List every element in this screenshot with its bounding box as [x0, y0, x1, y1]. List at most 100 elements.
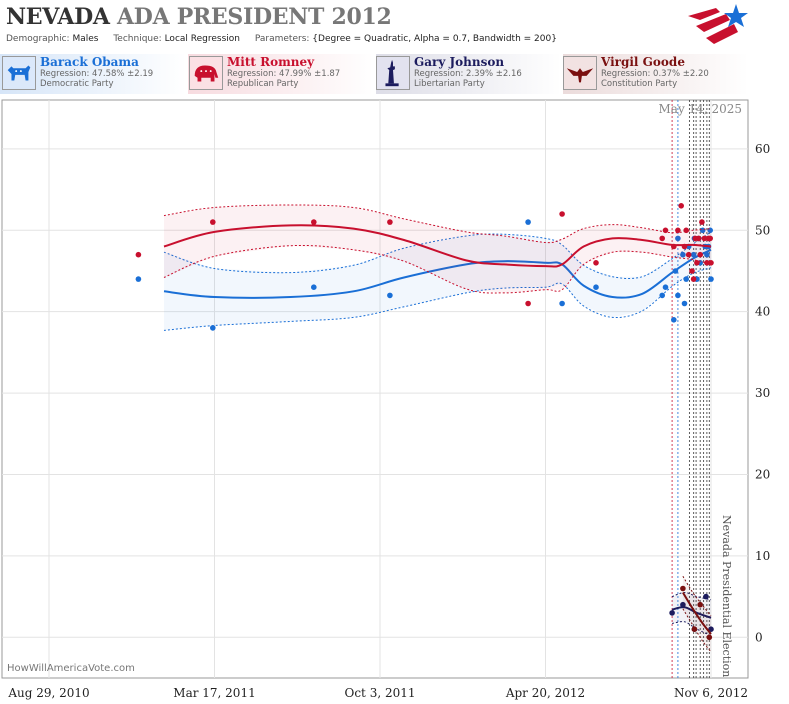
barack-obama-poll-point — [675, 235, 681, 242]
barack-obama-poll-point — [311, 284, 317, 290]
mitt-romney-poll-point — [387, 219, 393, 225]
page-title: NEVADA ADA PRESIDENT 2012 — [6, 4, 392, 30]
mitt-romney-poll-point — [311, 219, 317, 225]
watermark-text: HowWillAmericaVote.com — [7, 663, 135, 674]
mitt-romney-poll-point — [659, 235, 665, 242]
candidate-party: Democratic Party — [40, 79, 114, 89]
barack-obama-poll-point — [672, 268, 679, 274]
barack-obama-poll-point — [681, 300, 688, 307]
mitt-romney-poll-point — [662, 227, 669, 234]
barack-obama-poll-point — [675, 292, 681, 299]
barack-obama-trend-line — [163, 248, 712, 299]
mitt-romney-poll-point — [704, 260, 710, 266]
candidate-name: Barack Obama — [40, 55, 139, 69]
mitt-romney-poll-point — [708, 260, 714, 266]
candidate-party: Constitution Party — [601, 79, 678, 89]
parameters-line: Demographic: Males Technique: Local Regr… — [6, 34, 557, 44]
barack-obama-poll-point — [708, 276, 714, 282]
mitt-romney-poll-point — [210, 219, 216, 225]
x-tick-label: Nov 6, 2012 — [674, 686, 748, 700]
gary-johnson-poll-point — [669, 610, 675, 616]
mitt-romney-poll-point — [699, 219, 705, 225]
legend-item-romney: Mitt Romney Regression: 47.99% ±1.87 Rep… — [189, 54, 373, 94]
x-tick-label: Aug 29, 2010 — [7, 686, 89, 700]
candidate-party: Republican Party — [227, 79, 299, 89]
candidate-regression: Regression: 47.58% ±2.19 — [40, 69, 154, 79]
technique-value: Local Regression — [164, 34, 240, 44]
mitt-romney-poll-point — [525, 300, 531, 307]
candidate-regression: Regression: 0.37% ±2.20 — [601, 69, 709, 79]
candidate-name: Gary Johnson — [414, 55, 505, 69]
candidate-regression: Regression: 47.99% ±1.87 — [227, 69, 341, 79]
gary-johnson-lower-bound — [672, 621, 712, 637]
gary-johnson-upper-bound — [671, 591, 712, 601]
candidate-regression: Regression: 2.39% ±2.16 — [414, 69, 522, 79]
elephant-icon — [189, 56, 223, 90]
barack-obama-poll-point — [690, 251, 697, 258]
barack-obama-poll-point — [671, 317, 677, 323]
candidate-name: Virgil Goode — [601, 55, 685, 69]
barack-obama-lower-bound — [163, 267, 712, 331]
gary-johnson-trend-line — [671, 606, 712, 619]
barack-obama-poll-point — [210, 325, 216, 331]
site-logo-icon — [688, 4, 748, 44]
legend-item-obama: Barack Obama Regression: 47.58% ±2.19 De… — [2, 54, 186, 94]
y-tick-label: 50 — [755, 223, 770, 237]
virgil-goode-upper-bound — [682, 575, 712, 617]
technique-label: Technique: — [113, 34, 162, 44]
poll-chart: 0 10 20 30 40 50 60 Aug 29, 2010 Mar 17, 2011 Oct… — [1, 99, 770, 700]
barack-obama-poll-point — [659, 292, 665, 299]
mitt-romney-upper-bound — [163, 204, 712, 244]
eagle-icon — [563, 56, 597, 90]
gary-johnson-poll-point — [703, 593, 709, 600]
mitt-romney-poll-point — [701, 235, 708, 242]
y-tick-label: 10 — [755, 549, 770, 563]
demographic-label: Demographic: — [6, 34, 70, 44]
mitt-romney-poll-point — [559, 211, 565, 217]
mitt-romney-band — [164, 205, 711, 293]
candidate-party: Libertarian Party — [414, 79, 485, 89]
parameters-label: Parameters: — [254, 34, 310, 44]
mitt-romney-poll-point — [675, 227, 681, 234]
virgil-goode-poll-point — [697, 601, 703, 608]
barack-obama-poll-point — [135, 276, 142, 282]
election-label: Nevada Presidential Election — [720, 515, 733, 677]
mitt-romney-poll-point — [694, 260, 700, 266]
barack-obama-upper-bound — [163, 231, 712, 279]
x-tick-label: Oct 3, 2011 — [345, 686, 416, 700]
gary-johnson-poll-point — [708, 626, 714, 632]
virgil-goode-poll-point — [706, 634, 713, 641]
mitt-romney-poll-point — [707, 235, 713, 242]
mitt-romney-poll-point — [135, 251, 142, 258]
barack-obama-poll-point — [662, 284, 669, 290]
candidate-legend: Barack Obama Regression: 47.58% ±2.19 De… — [0, 54, 789, 94]
mitt-romney-poll-point — [681, 243, 688, 250]
virgil-goode-poll-point — [691, 626, 698, 632]
barack-obama-poll-point — [559, 300, 565, 307]
barack-obama-poll-point — [525, 219, 531, 225]
plot-frame — [1, 99, 749, 679]
mitt-romney-trend-line — [163, 224, 712, 268]
donkey-icon — [2, 56, 36, 90]
mitt-romney-lower-bound — [163, 244, 712, 294]
barack-obama-poll-point — [680, 251, 686, 258]
barack-obama-poll-point — [387, 292, 393, 299]
chart-date-label: May 14, 2025 — [659, 102, 742, 116]
mitt-romney-poll-point — [697, 251, 703, 258]
legend-item-goode: Virgil Goode Regression: 0.37% ±2.20 Con… — [563, 54, 747, 94]
gary-johnson-poll-point — [680, 601, 686, 608]
barack-obama-poll-point — [593, 284, 599, 290]
legend-item-johnson: Gary Johnson Regression: 2.39% ±2.16 Lib… — [376, 54, 560, 94]
mitt-romney-poll-point — [671, 243, 677, 250]
virgil-goode-trend-line — [682, 591, 712, 635]
y-tick-label: 60 — [755, 142, 770, 156]
virgil-goode-poll-point — [680, 585, 686, 592]
mitt-romney-poll-point — [593, 260, 599, 266]
parameters-value: {Degree = Quadratic, Alpha = 0.7, Bandwi… — [312, 34, 557, 44]
liberty-icon — [376, 56, 410, 90]
x-tick-label: Mar 17, 2011 — [173, 686, 255, 700]
candidate-name: Mitt Romney — [227, 55, 315, 69]
title-state: NEVADA — [6, 4, 110, 30]
mitt-romney-poll-point — [678, 203, 684, 209]
virgil-goode-lower-bound — [682, 608, 712, 653]
